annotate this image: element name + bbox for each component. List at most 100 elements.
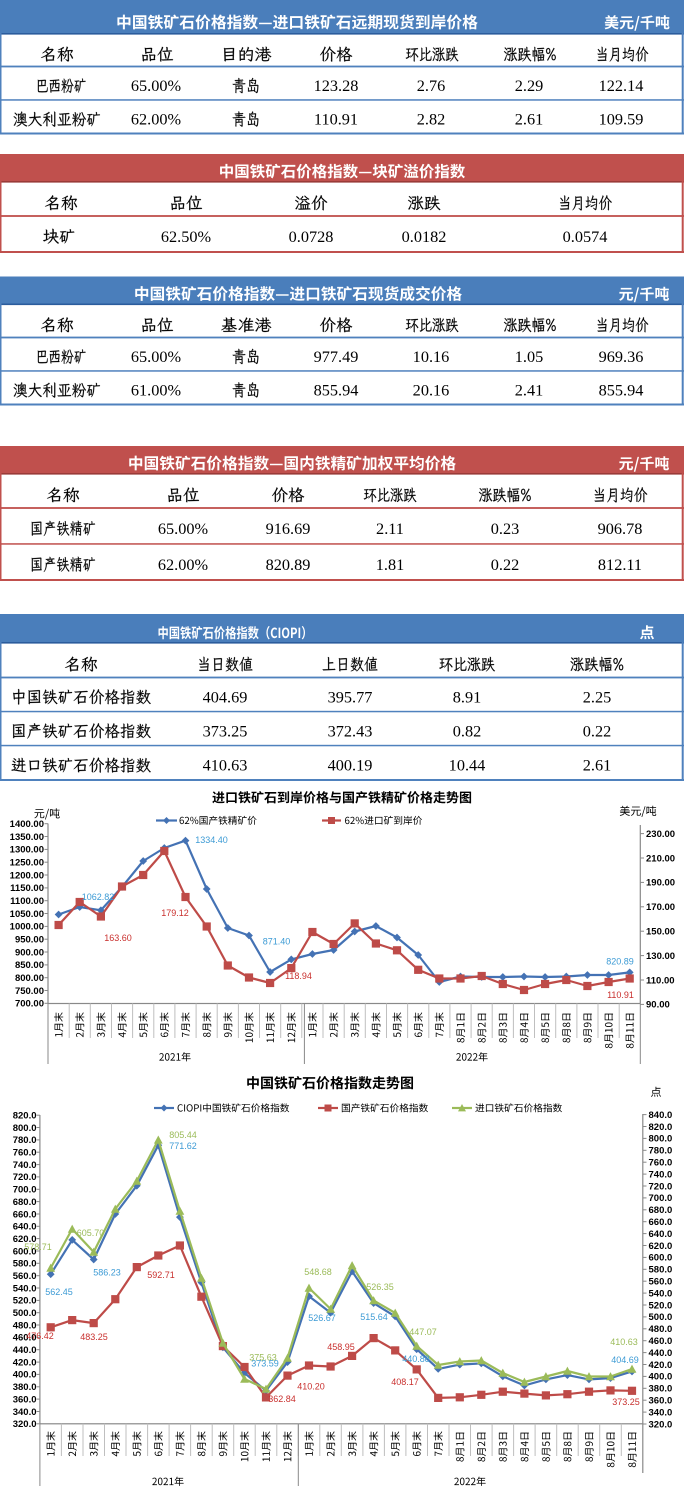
svg-text:600.0: 600.0 (13, 1246, 37, 1257)
svg-text:520.0: 520.0 (13, 1296, 37, 1307)
svg-text:760.0: 760.0 (13, 1148, 37, 1159)
svg-text:500.0: 500.0 (649, 1312, 673, 1323)
svg-text:440.88: 440.88 (402, 1354, 430, 1364)
svg-text:771.62: 771.62 (169, 1141, 197, 1151)
svg-text:65.00%: 65.00% (158, 519, 208, 538)
svg-text:2.29: 2.29 (515, 76, 544, 95)
svg-text:400.0: 400.0 (13, 1370, 37, 1381)
svg-text:540.0: 540.0 (13, 1283, 37, 1294)
svg-text:680.0: 680.0 (649, 1205, 673, 1216)
svg-text:578.71: 578.71 (24, 1242, 52, 1252)
svg-text:373.25: 373.25 (203, 721, 248, 740)
svg-text:2.41: 2.41 (515, 381, 544, 400)
svg-text:850.00: 850.00 (15, 960, 44, 971)
svg-text:1350.00: 1350.00 (10, 832, 44, 843)
svg-text:750.00: 750.00 (15, 986, 44, 997)
svg-text:320.0: 320.0 (13, 1419, 37, 1430)
svg-text:372.43: 372.43 (328, 721, 373, 740)
svg-text:2.61: 2.61 (515, 110, 544, 129)
svg-text:179.12: 179.12 (161, 908, 189, 918)
svg-text:640.0: 640.0 (13, 1222, 37, 1233)
svg-text:0.0574: 0.0574 (563, 227, 608, 246)
svg-text:400.0: 400.0 (649, 1372, 673, 1383)
svg-text:1.05: 1.05 (515, 347, 544, 366)
svg-text:10.16: 10.16 (413, 347, 450, 366)
svg-text:605.70: 605.70 (77, 1228, 105, 1238)
svg-text:8.91: 8.91 (453, 687, 482, 706)
svg-text:320.0: 320.0 (649, 1419, 673, 1430)
svg-text:950.00: 950.00 (15, 935, 44, 946)
svg-text:404.69: 404.69 (611, 1355, 639, 1365)
svg-text:840.0: 840.0 (649, 1110, 673, 1121)
svg-text:0.0728: 0.0728 (289, 227, 334, 246)
svg-text:2.11: 2.11 (376, 519, 404, 538)
svg-text:515.64: 515.64 (360, 1312, 388, 1322)
svg-text:548.68: 548.68 (304, 1267, 332, 1277)
svg-text:130.00: 130.00 (646, 951, 675, 962)
svg-text:90.00: 90.00 (646, 1000, 670, 1011)
svg-text:580.0: 580.0 (13, 1259, 37, 1270)
svg-text:400.19: 400.19 (328, 756, 373, 775)
svg-text:1400.00: 1400.00 (10, 819, 44, 830)
svg-text:380.0: 380.0 (13, 1382, 37, 1393)
svg-text:458.95: 458.95 (327, 1342, 355, 1352)
svg-text:440.0: 440.0 (13, 1345, 37, 1356)
svg-text:700.0: 700.0 (13, 1185, 37, 1196)
svg-text:420.0: 420.0 (13, 1357, 37, 1368)
svg-text:118.94: 118.94 (285, 971, 312, 981)
svg-text:820.0: 820.0 (13, 1111, 37, 1122)
svg-text:760.0: 760.0 (649, 1158, 673, 1169)
svg-text:2.82: 2.82 (417, 110, 446, 129)
svg-text:977.49: 977.49 (314, 347, 359, 366)
svg-text:640.0: 640.0 (649, 1229, 673, 1240)
svg-text:1050.00: 1050.00 (10, 909, 44, 920)
svg-text:592.71: 592.71 (147, 1270, 175, 1280)
svg-text:800.00: 800.00 (15, 973, 44, 984)
svg-text:680.0: 680.0 (13, 1197, 37, 1208)
svg-text:109.59: 109.59 (599, 110, 644, 129)
svg-text:0.22: 0.22 (583, 721, 612, 740)
svg-text:906.78: 906.78 (598, 519, 643, 538)
svg-text:373.25: 373.25 (612, 1397, 640, 1407)
svg-text:586.23: 586.23 (93, 1268, 121, 1278)
svg-text:62.00%: 62.00% (158, 555, 208, 574)
svg-text:122.14: 122.14 (599, 76, 644, 95)
svg-text:740.0: 740.0 (13, 1160, 37, 1171)
svg-text:190.00: 190.00 (646, 878, 675, 889)
svg-text:540.0: 540.0 (649, 1288, 673, 1299)
svg-text:800.0: 800.0 (13, 1123, 37, 1134)
svg-text:1200.00: 1200.00 (10, 870, 44, 881)
svg-text:0.82: 0.82 (453, 721, 482, 740)
svg-text:1334.40: 1334.40 (195, 835, 228, 845)
svg-text:720.0: 720.0 (649, 1181, 673, 1192)
svg-text:660.0: 660.0 (649, 1217, 673, 1228)
svg-text:1100.00: 1100.00 (10, 896, 44, 907)
svg-text:855.94: 855.94 (314, 381, 359, 400)
svg-text:210.00: 210.00 (646, 853, 675, 864)
svg-text:460.0: 460.0 (13, 1333, 37, 1344)
svg-text:2.25: 2.25 (583, 687, 612, 706)
svg-text:230.00: 230.00 (646, 829, 675, 840)
svg-text:780.0: 780.0 (649, 1146, 673, 1157)
svg-text:700.0: 700.0 (649, 1193, 673, 1204)
svg-text:404.69: 404.69 (203, 687, 248, 706)
svg-text:560.0: 560.0 (649, 1277, 673, 1288)
svg-text:476.42: 476.42 (26, 1331, 54, 1341)
svg-text:360.0: 360.0 (649, 1396, 673, 1407)
svg-text:20.16: 20.16 (413, 381, 450, 400)
svg-text:812.11: 812.11 (598, 555, 642, 574)
svg-text:65.00%: 65.00% (131, 347, 181, 366)
svg-text:660.0: 660.0 (13, 1209, 37, 1220)
svg-text:420.0: 420.0 (649, 1360, 673, 1371)
svg-text:170.00: 170.00 (646, 902, 675, 913)
svg-text:855.94: 855.94 (599, 381, 644, 400)
svg-text:820.0: 820.0 (649, 1122, 673, 1133)
svg-text:1150.00: 1150.00 (10, 883, 44, 894)
svg-text:560.0: 560.0 (13, 1271, 37, 1282)
svg-text:480.0: 480.0 (649, 1324, 673, 1335)
svg-text:1.81: 1.81 (376, 555, 405, 574)
svg-text:526.35: 526.35 (366, 1282, 394, 1292)
svg-text:900.00: 900.00 (15, 947, 44, 958)
svg-text:61.00%: 61.00% (131, 381, 181, 400)
svg-text:526.67: 526.67 (308, 1313, 336, 1323)
